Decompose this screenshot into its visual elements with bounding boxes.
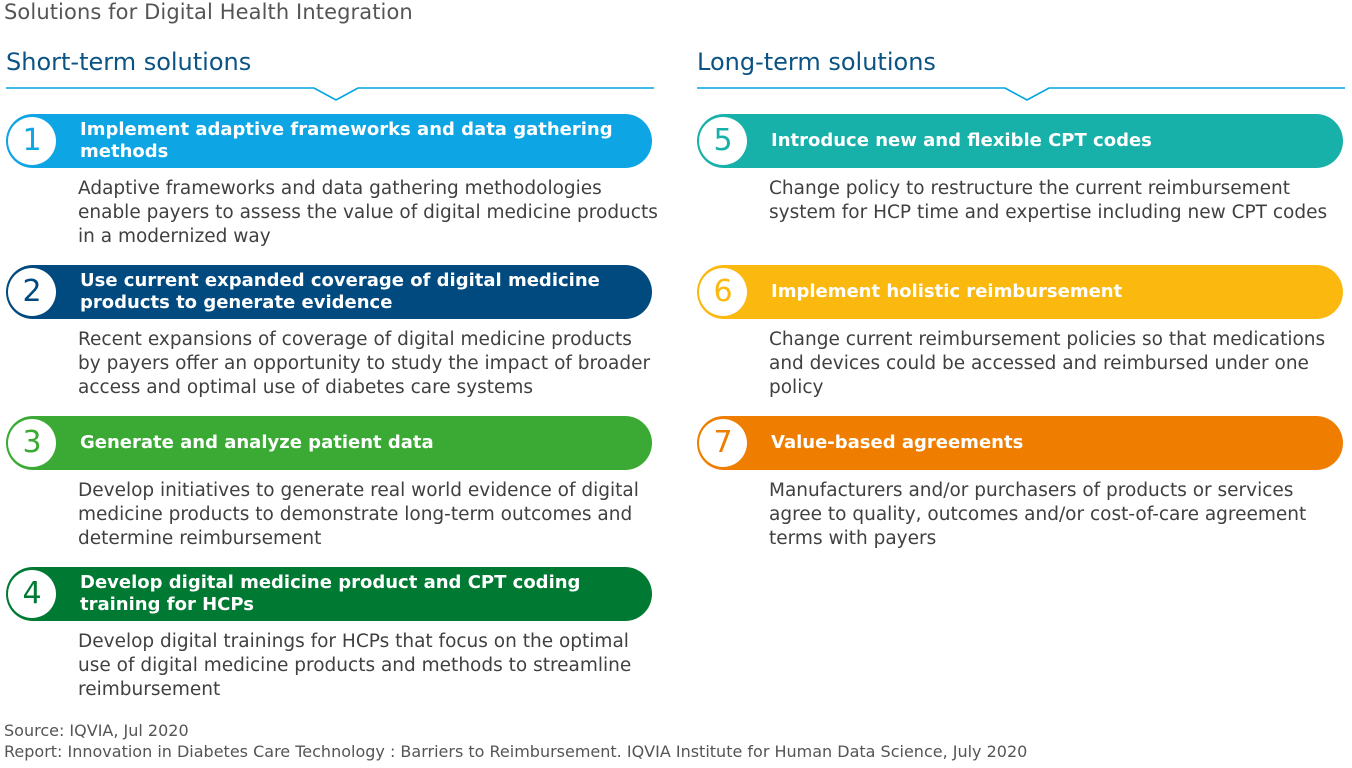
solution-bar-7 <box>697 416 1343 470</box>
solution-number-5: 5 <box>699 117 747 165</box>
solution-description-1: Adaptive frameworks and data gathering m… <box>78 178 658 247</box>
solution-title-5: Introduce new and flexible CPT codes <box>771 130 1152 151</box>
solution-number-7: 7 <box>699 419 747 467</box>
solution-title-7: Value-based agreements <box>771 432 1024 453</box>
solution-title-2: Use current expanded coverage of digital… <box>80 270 600 313</box>
solution-bar-3 <box>6 416 652 470</box>
solution-bar-5 <box>697 114 1343 168</box>
solution-bar-2 <box>6 265 652 319</box>
solution-description-4: Develop digital trainings for HCPs that … <box>78 631 632 700</box>
solution-bar-6 <box>697 265 1343 319</box>
solution-description-7: Manufacturers and/or purchasers of produ… <box>769 480 1307 549</box>
short-term-heading: Short-term solutions <box>6 48 252 76</box>
solution-title-3: Generate and analyze patient data <box>80 432 434 453</box>
source-note: Source: IQVIA, Jul 2020 <box>4 721 189 740</box>
solution-number-4: 4 <box>8 570 56 618</box>
solution-title-6: Implement holistic reimbursement <box>771 281 1123 302</box>
solution-number-2: 2 <box>8 268 56 316</box>
report-note: Report: Innovation in Diabetes Care Tech… <box>4 742 1028 761</box>
solution-description-5: Change policy to restructure the current… <box>769 178 1328 223</box>
solution-description-2: Recent expansions of coverage of digital… <box>78 329 651 398</box>
solution-description-3: Develop initiatives to generate real wor… <box>78 480 639 549</box>
solution-title-1: Implement adaptive frameworks and data g… <box>80 119 613 162</box>
page-title: Solutions for Digital Health Integration <box>4 0 413 24</box>
short-term-rule <box>6 87 654 101</box>
solution-title-4: Develop digital medicine product and CPT… <box>80 572 581 615</box>
solution-bar-1 <box>6 114 652 168</box>
solution-description-6: Change current reimbursement policies so… <box>769 329 1326 398</box>
solution-bar-4 <box>6 567 652 621</box>
long-term-heading: Long-term solutions <box>697 48 936 76</box>
long-term-rule <box>697 87 1345 101</box>
solution-number-6: 6 <box>699 268 747 316</box>
solution-number-3: 3 <box>8 419 56 467</box>
solution-number-1: 1 <box>8 117 56 165</box>
